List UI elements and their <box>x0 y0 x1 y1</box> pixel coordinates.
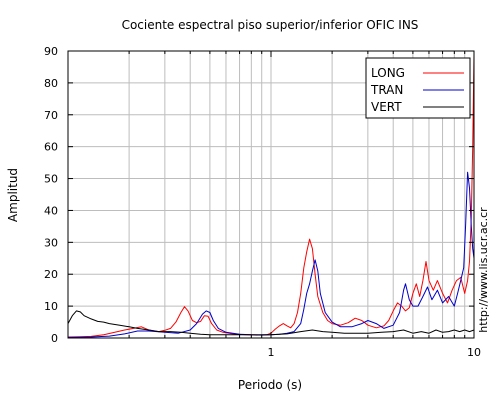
legend: LONG TRAN VERT <box>365 57 471 119</box>
x-tick-label: 10 <box>467 346 481 359</box>
series-line-tran <box>67 171 475 338</box>
series-line-long <box>67 54 475 338</box>
y-tick-label: 80 <box>44 77 58 90</box>
axis-ticks: 0 10 20 30 40 50 60 70 80 90 1 10 <box>44 45 481 359</box>
y-tick-label: 60 <box>44 141 58 154</box>
y-tick-label: 30 <box>44 236 58 249</box>
y-tick-label: 0 <box>51 332 58 345</box>
legend-box <box>365 57 471 119</box>
y-axis-label: Amplitud <box>6 168 20 222</box>
side-url-label: http://www.lis.ucr.ac.cr <box>477 207 490 333</box>
y-tick-label: 70 <box>44 109 58 122</box>
y-tick-label: 50 <box>44 173 58 186</box>
x-axis-label: Periodo (s) <box>238 378 302 392</box>
legend-label-vert: VERT <box>371 100 402 114</box>
y-tick-label: 10 <box>44 300 58 313</box>
y-tick-label: 40 <box>44 204 58 217</box>
legend-label-long: LONG <box>371 66 405 80</box>
y-tick-label: 20 <box>44 268 58 281</box>
legend-label-tran: TRAN <box>370 83 403 97</box>
chart-title: Cociente espectral piso superior/inferio… <box>122 18 419 32</box>
x-tick-label: 1 <box>268 346 275 359</box>
y-tick-label: 90 <box>44 45 58 58</box>
